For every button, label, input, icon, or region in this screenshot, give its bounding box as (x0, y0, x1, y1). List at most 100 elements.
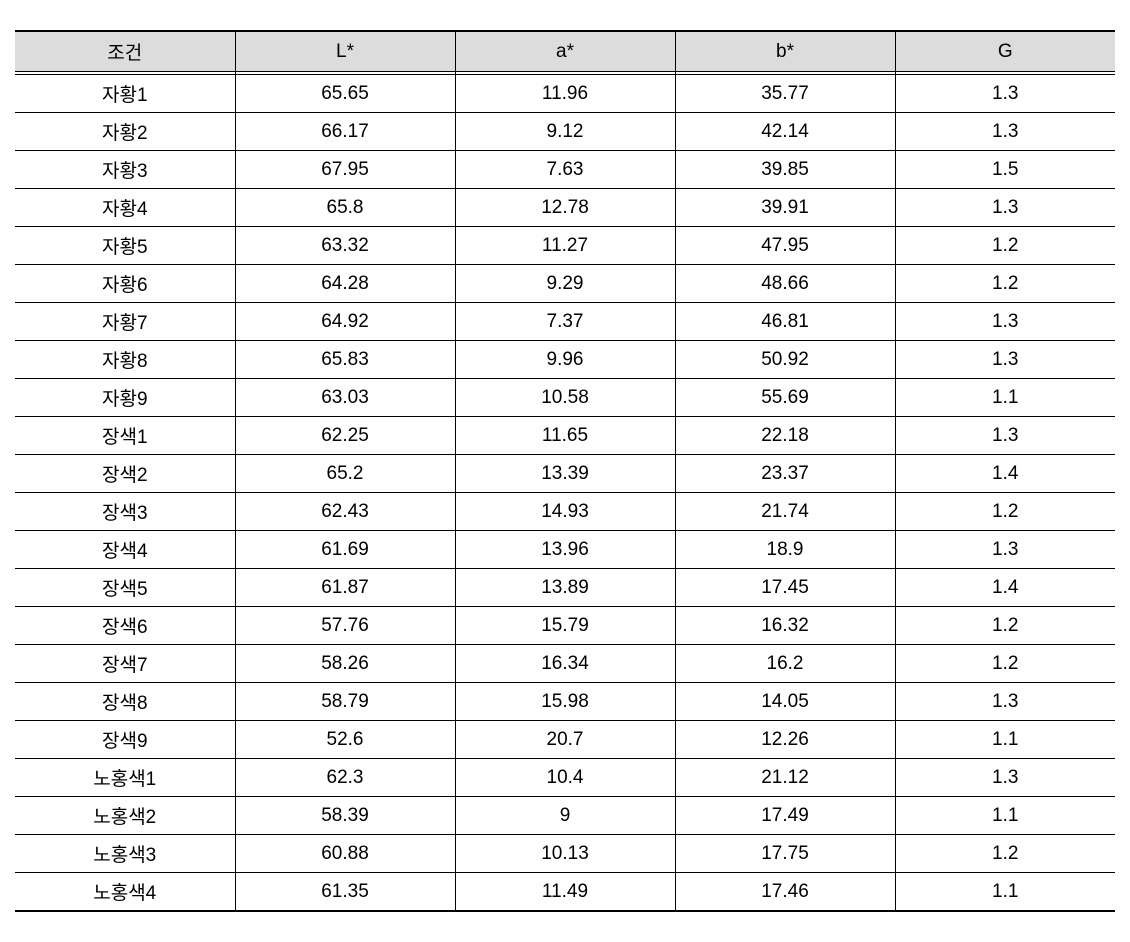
table-cell: 노홍색4 (15, 873, 235, 912)
table-cell: 58.79 (235, 683, 455, 721)
table-cell: 63.03 (235, 379, 455, 417)
table-cell: 65.2 (235, 455, 455, 493)
table-cell: 장색6 (15, 607, 235, 645)
table-cell: 11.49 (455, 873, 675, 912)
table-cell: 14.05 (675, 683, 895, 721)
table-row: 장색265.213.3923.371.4 (15, 455, 1115, 493)
table-row: 자황664.289.2948.661.2 (15, 265, 1115, 303)
table-cell: 1.3 (895, 72, 1115, 113)
table-cell: 자황3 (15, 151, 235, 189)
table-cell: 11.96 (455, 72, 675, 113)
table-cell: 16.34 (455, 645, 675, 683)
table-cell: 7.37 (455, 303, 675, 341)
table-cell: 35.77 (675, 72, 895, 113)
table-cell: 18.9 (675, 531, 895, 569)
table-cell: 1.5 (895, 151, 1115, 189)
table-cell: 9.29 (455, 265, 675, 303)
table-cell: 64.28 (235, 265, 455, 303)
table-cell: 7.63 (455, 151, 675, 189)
table-cell: 65.83 (235, 341, 455, 379)
table-cell: 52.6 (235, 721, 455, 759)
table-cell: 62.43 (235, 493, 455, 531)
table-cell: 자황2 (15, 113, 235, 151)
table-cell: 61.87 (235, 569, 455, 607)
data-table: 조건 L* a* b* G 자황165.6511.9635.771.3자황266… (15, 30, 1115, 912)
table-row: 자황764.927.3746.811.3 (15, 303, 1115, 341)
col-header-b: b* (675, 31, 895, 72)
table-cell: 64.92 (235, 303, 455, 341)
table-cell: 1.3 (895, 683, 1115, 721)
table-cell: 1.3 (895, 759, 1115, 797)
table-row: 장색561.8713.8917.451.4 (15, 569, 1115, 607)
table-row: 자황963.0310.5855.691.1 (15, 379, 1115, 417)
table-cell: 자황8 (15, 341, 235, 379)
table-cell: 17.45 (675, 569, 895, 607)
table-body: 자황165.6511.9635.771.3자황266.179.1242.141.… (15, 72, 1115, 912)
table-cell: 1.3 (895, 417, 1115, 455)
table-cell: 14.93 (455, 493, 675, 531)
table-cell: 자황5 (15, 227, 235, 265)
table-cell: 11.27 (455, 227, 675, 265)
table-cell: 1.2 (895, 645, 1115, 683)
table-cell: 65.8 (235, 189, 455, 227)
table-cell: 12.26 (675, 721, 895, 759)
table-row: 자황165.6511.9635.771.3 (15, 72, 1115, 113)
table-cell: 장색7 (15, 645, 235, 683)
table-cell: 1.2 (895, 493, 1115, 531)
table-cell: 61.69 (235, 531, 455, 569)
table-cell: 1.1 (895, 721, 1115, 759)
table-cell: 15.79 (455, 607, 675, 645)
table-cell: 자황6 (15, 265, 235, 303)
table-cell: 39.91 (675, 189, 895, 227)
table-cell: 1.3 (895, 341, 1115, 379)
table-cell: 39.85 (675, 151, 895, 189)
table-cell: 1.2 (895, 265, 1115, 303)
table-cell: 자황9 (15, 379, 235, 417)
table-cell: 11.65 (455, 417, 675, 455)
table-cell: 1.3 (895, 189, 1115, 227)
table-row: 노홍색461.3511.4917.461.1 (15, 873, 1115, 912)
table-cell: 20.7 (455, 721, 675, 759)
table-cell: 자황7 (15, 303, 235, 341)
table-row: 장색162.2511.6522.181.3 (15, 417, 1115, 455)
table-row: 자황465.812.7839.911.3 (15, 189, 1115, 227)
table-cell: 16.2 (675, 645, 895, 683)
table-cell: 58.39 (235, 797, 455, 835)
table-cell: 16.32 (675, 607, 895, 645)
table-cell: 1.2 (895, 227, 1115, 265)
table-cell: 1.1 (895, 797, 1115, 835)
table-cell: 55.69 (675, 379, 895, 417)
table-cell: 57.76 (235, 607, 455, 645)
table-row: 노홍색162.310.421.121.3 (15, 759, 1115, 797)
table-cell: 61.35 (235, 873, 455, 912)
table-cell: 10.58 (455, 379, 675, 417)
table-cell: 58.26 (235, 645, 455, 683)
table-row: 장색952.620.712.261.1 (15, 721, 1115, 759)
table-cell: 17.46 (675, 873, 895, 912)
table-cell: 9 (455, 797, 675, 835)
table-cell: 장색5 (15, 569, 235, 607)
table-cell: 62.25 (235, 417, 455, 455)
table-row: 장색858.7915.9814.051.3 (15, 683, 1115, 721)
table-cell: 21.12 (675, 759, 895, 797)
table-header-row: 조건 L* a* b* G (15, 31, 1115, 72)
table-cell: 자황1 (15, 72, 235, 113)
table-cell: 15.98 (455, 683, 675, 721)
table-cell: 9.12 (455, 113, 675, 151)
table-row: 노홍색258.39917.491.1 (15, 797, 1115, 835)
table-cell: 13.39 (455, 455, 675, 493)
table-row: 자황266.179.1242.141.3 (15, 113, 1115, 151)
col-header-l: L* (235, 31, 455, 72)
table-cell: 자황4 (15, 189, 235, 227)
table-cell: 장색9 (15, 721, 235, 759)
table-cell: 1.3 (895, 531, 1115, 569)
table-cell: 장색1 (15, 417, 235, 455)
table-cell: 13.89 (455, 569, 675, 607)
col-header-condition: 조건 (15, 31, 235, 72)
table-cell: 66.17 (235, 113, 455, 151)
table-cell: 1.1 (895, 379, 1115, 417)
table-cell: 48.66 (675, 265, 895, 303)
table-cell: 1.3 (895, 113, 1115, 151)
table-cell: 노홍색2 (15, 797, 235, 835)
table-row: 자황865.839.9650.921.3 (15, 341, 1115, 379)
